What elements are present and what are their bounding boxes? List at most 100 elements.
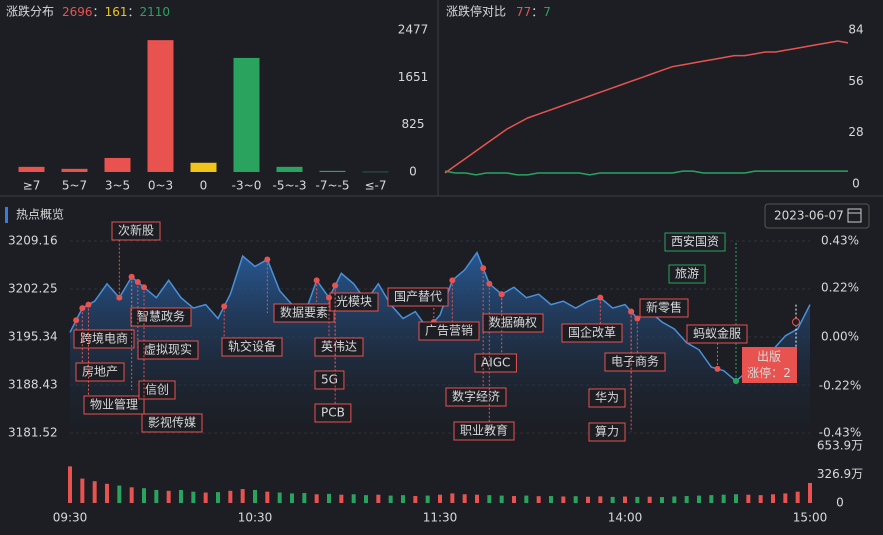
y-tick-label: 3188.43 bbox=[8, 378, 58, 392]
volume-bar bbox=[228, 490, 233, 503]
volume-bar bbox=[586, 496, 590, 503]
date-box[interactable] bbox=[764, 203, 870, 229]
tag-box bbox=[639, 298, 689, 318]
tag-label: 职业教育 bbox=[460, 423, 508, 438]
volume-bar bbox=[561, 496, 566, 503]
y-tick-label: 3209.16 bbox=[8, 234, 58, 248]
panel-title: 涨跌分布 bbox=[6, 4, 54, 19]
volume-bar bbox=[660, 497, 664, 503]
tag-label: 华为 bbox=[595, 391, 619, 405]
y-tick-label: 3202.25 bbox=[8, 282, 58, 296]
volume-bar bbox=[92, 481, 97, 503]
tag-box bbox=[329, 292, 379, 312]
volume-bar bbox=[623, 496, 627, 503]
x-tick-label: 0 bbox=[200, 179, 208, 193]
volume-bar bbox=[302, 492, 307, 503]
volume-bar bbox=[388, 495, 393, 503]
tag: 电子商务 bbox=[604, 352, 666, 372]
x-tick-label: 5~7 bbox=[62, 179, 87, 193]
x-tick-label: 0~3 bbox=[148, 179, 173, 193]
date-picker[interactable]: 2023-06-07 bbox=[764, 203, 870, 229]
tag-box bbox=[138, 380, 176, 400]
volume-bar bbox=[709, 495, 714, 503]
tag-label: 跨境电商 bbox=[80, 331, 128, 346]
tag: 智慧政务 bbox=[130, 307, 192, 327]
volume-bar bbox=[129, 487, 134, 503]
y-tick-label: 1651 bbox=[398, 70, 429, 84]
x-tick-label: 09:30 bbox=[53, 511, 88, 525]
tag: 华为 bbox=[588, 388, 626, 408]
bar bbox=[104, 157, 131, 172]
tag-label: 影视传媒 bbox=[148, 415, 196, 430]
tag: 广告营销 bbox=[418, 321, 480, 341]
y2-tick-label: 0.43% bbox=[821, 234, 859, 248]
tag: 次新股 bbox=[111, 221, 161, 241]
tag-box bbox=[686, 324, 748, 344]
up-count: 2696 bbox=[62, 5, 93, 19]
tag-box bbox=[273, 303, 335, 323]
volume-bar bbox=[327, 493, 331, 503]
x-tick-label: 15:00 bbox=[793, 511, 828, 525]
volume-bar bbox=[450, 493, 455, 503]
volume-bar bbox=[314, 494, 319, 503]
panel-title: 涨跌停对比 bbox=[446, 4, 506, 19]
tag: 国产替代 bbox=[387, 287, 449, 307]
volume-bar bbox=[240, 489, 245, 503]
tag: 西安国资 bbox=[664, 232, 726, 252]
tag-dot bbox=[792, 318, 800, 326]
tag-label: 旅游 bbox=[675, 267, 699, 281]
y-tick-label: 3181.52 bbox=[8, 426, 58, 440]
tag-label: 蚂蚁金服 bbox=[693, 326, 741, 341]
counts: 77：7 bbox=[516, 5, 551, 19]
volume-bar bbox=[758, 495, 763, 503]
volume-bar bbox=[68, 466, 72, 503]
tag-label: 国企改革 bbox=[568, 325, 616, 340]
tag-dot bbox=[141, 284, 147, 291]
volume-bar bbox=[536, 496, 541, 503]
tag-box bbox=[664, 232, 726, 252]
tag: 旅游 bbox=[668, 264, 706, 284]
tag: 蚂蚁金服 bbox=[686, 324, 748, 344]
volume-bar bbox=[438, 494, 442, 503]
x-tick-label: 11:30 bbox=[423, 511, 458, 525]
calendar-icon[interactable] bbox=[847, 208, 862, 223]
x-tick-label: -7~-5 bbox=[316, 179, 350, 193]
tag-label: AIGC bbox=[481, 356, 510, 370]
bar bbox=[190, 162, 217, 172]
tag-dot bbox=[264, 256, 271, 263]
tag: AIGC bbox=[474, 353, 517, 373]
tag-dot bbox=[221, 303, 228, 310]
tag: 国企改革 bbox=[561, 323, 623, 343]
tag-box bbox=[111, 221, 161, 241]
volume-bar bbox=[191, 491, 196, 503]
volume-bar bbox=[142, 488, 146, 503]
down-count: 2110 bbox=[139, 5, 170, 19]
separator: ： bbox=[93, 5, 105, 19]
panel-title: 热点概览 bbox=[16, 207, 64, 222]
tag-dot bbox=[85, 301, 92, 308]
tag-box bbox=[474, 353, 517, 373]
tag-label: 房地产 bbox=[82, 364, 118, 379]
x-tick-label: ≤-7 bbox=[364, 179, 386, 193]
x-tick-label: 10:30 bbox=[238, 511, 273, 525]
volume-bar bbox=[647, 496, 652, 503]
volume-bar bbox=[610, 496, 615, 503]
date[interactable]: 2023-06-07 bbox=[774, 209, 844, 223]
tag-box bbox=[604, 352, 666, 372]
tag-box bbox=[314, 337, 364, 357]
volume-bar bbox=[808, 482, 812, 503]
volume-bar bbox=[80, 478, 85, 503]
tag-label: 新零售 bbox=[646, 300, 682, 315]
y2-tick-label: -0.43% bbox=[819, 426, 861, 440]
tag-label: 虚拟现实 bbox=[144, 342, 192, 357]
limit-count: 2 bbox=[783, 366, 791, 380]
tag-label: 广告营销 bbox=[425, 324, 473, 338]
tag: 数据要素 bbox=[273, 303, 335, 323]
tag-box bbox=[668, 264, 706, 284]
tag-box bbox=[453, 421, 515, 441]
y-tick-label: 28 bbox=[848, 125, 863, 139]
tag-box bbox=[418, 321, 480, 341]
area bbox=[70, 252, 810, 433]
bar bbox=[61, 168, 88, 172]
